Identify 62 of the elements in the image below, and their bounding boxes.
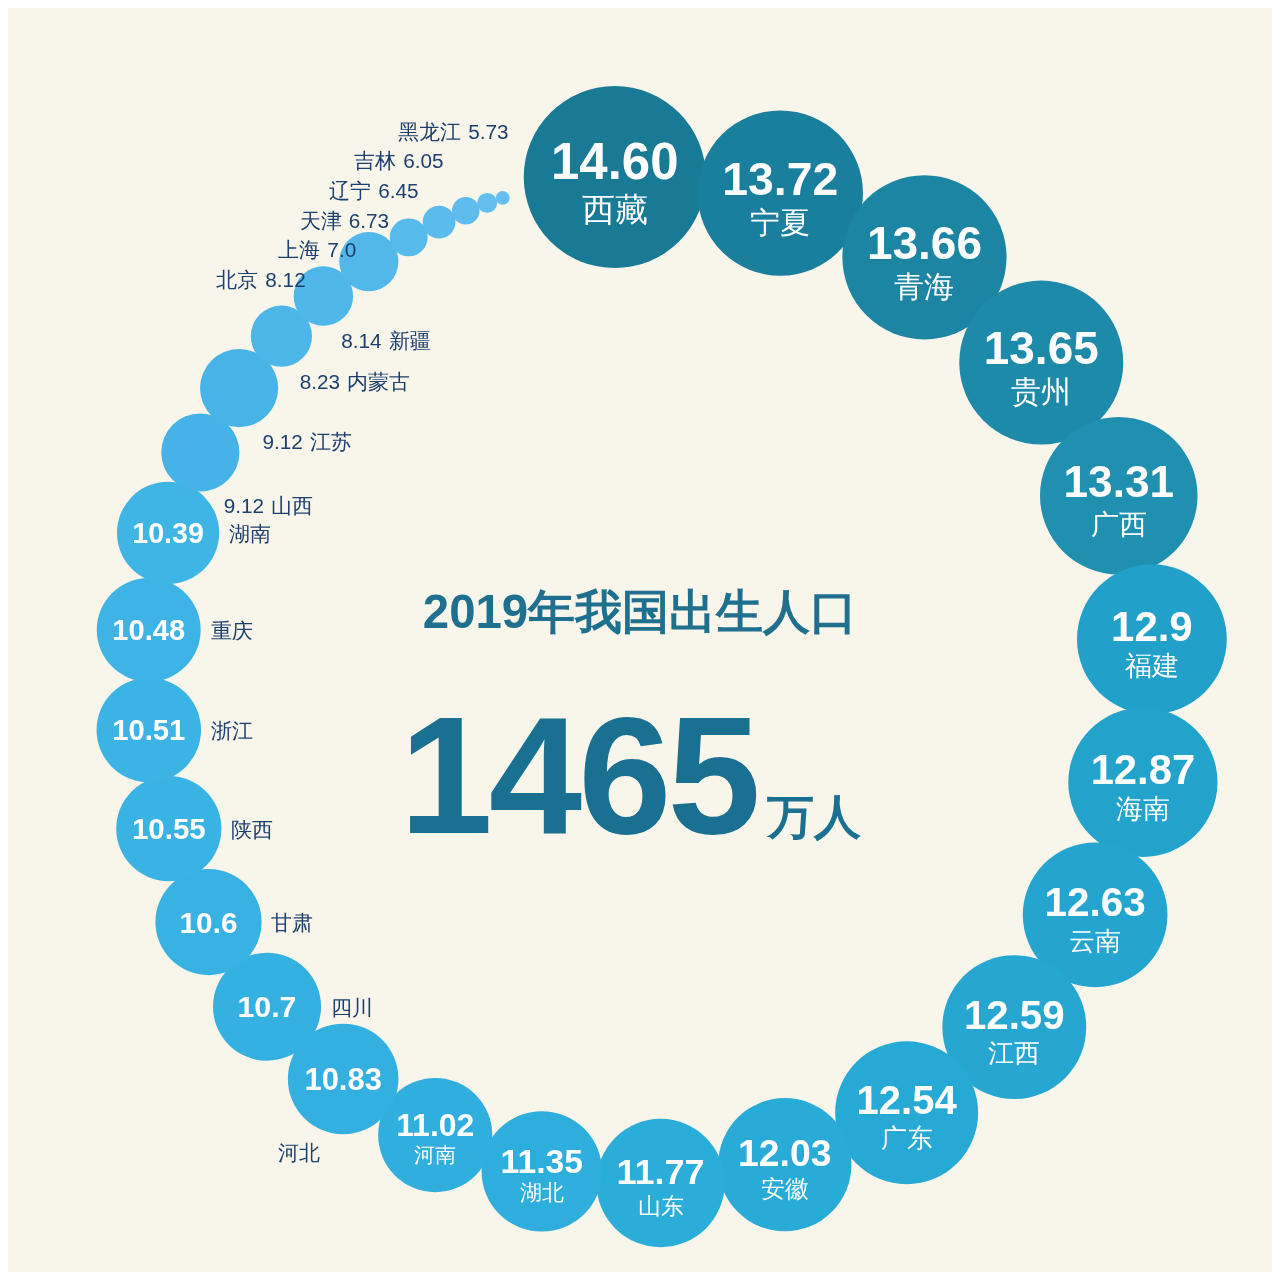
category-label: 吉林 [354, 149, 397, 173]
data-label: 13.65 [983, 322, 1099, 375]
category-label: 宁夏 [750, 205, 811, 239]
category-label: 江苏 [309, 429, 352, 453]
category-label: 黑龙江 [398, 119, 462, 143]
data-label: 8.23 [299, 369, 341, 393]
category-label: 福建 [1124, 651, 1179, 682]
category-label: 北京 [216, 267, 259, 291]
category-label: 湖南 [229, 521, 272, 545]
category-label: 安徽 [760, 1174, 809, 1202]
data-label: 11.02 [396, 1107, 475, 1144]
data-label: 9.12 [262, 429, 303, 453]
category-label: 天津 [299, 208, 342, 232]
data-label: 12.54 [856, 1078, 958, 1123]
data-label: 10.7 [237, 990, 297, 1024]
data-label: 13.31 [1063, 457, 1174, 507]
data-label: 10.6 [179, 905, 238, 939]
data-label: 12.59 [963, 992, 1065, 1038]
category-label: 广西 [1090, 507, 1147, 540]
data-label: 6.05 [403, 149, 444, 173]
category-label: 陕西 [231, 817, 274, 841]
category-label: 内蒙古 [347, 369, 411, 393]
category-label: 四川 [330, 995, 373, 1019]
category-label: 山西 [271, 494, 314, 518]
data-label: 12.87 [1090, 745, 1196, 793]
category-label: 海南 [1115, 794, 1170, 825]
category-label: 重庆 [210, 618, 253, 642]
category-label: 新疆 [388, 328, 431, 352]
text: 1465万人 [399, 680, 861, 869]
category-label: 西藏 [581, 190, 648, 228]
data-label: 10.48 [112, 614, 186, 647]
data-label: 9.12 [223, 494, 265, 518]
data-label: 6.45 [378, 178, 419, 202]
category-label: 江西 [988, 1038, 1041, 1067]
category-label: 甘肃 [271, 910, 314, 934]
category-label: 浙江 [210, 718, 253, 742]
data-label: 12.9 [1111, 602, 1193, 650]
category-label: 湖北 [519, 1180, 564, 1206]
data-label: 6.73 [348, 208, 390, 232]
category-label: 山东 [637, 1192, 684, 1219]
category-label: 云南 [1069, 925, 1122, 956]
category-label: 贵州 [1011, 374, 1072, 408]
data-label: 13.66 [866, 216, 982, 269]
data-label: 11.77 [616, 1151, 705, 1193]
data-label: 10.51 [112, 714, 186, 747]
category-label: 广东 [880, 1124, 933, 1153]
data-label: 14.60 [550, 132, 679, 190]
data-label: 10.83 [304, 1061, 382, 1097]
data-label: 5.73 [468, 119, 509, 143]
data-label: 13.72 [722, 152, 839, 205]
data-label: 12.03 [738, 1132, 832, 1175]
category-label: 辽宁 [329, 178, 372, 202]
data-label: 10.39 [132, 517, 204, 550]
category-label: 青海 [894, 269, 955, 303]
category-label: 上海 [278, 238, 321, 262]
category-label: 河南 [414, 1143, 457, 1167]
data-label: 10.55 [131, 812, 206, 846]
data-label: 8.14 [341, 328, 382, 352]
text: 2019年我国出生人口 [422, 585, 858, 639]
category-label: 河北 [277, 1140, 320, 1164]
data-label: 12.63 [1044, 879, 1146, 926]
data-label: 11.35 [500, 1141, 584, 1180]
